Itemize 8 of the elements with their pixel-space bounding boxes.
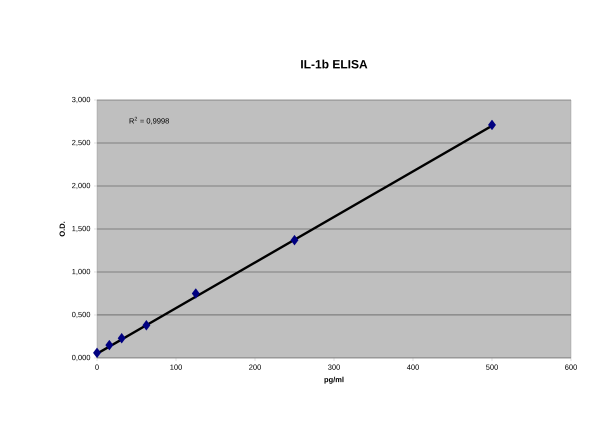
point <box>290 234 298 246</box>
point <box>192 288 200 299</box>
chart-title: IL-1b ELISA <box>301 60 368 68</box>
point <box>142 320 150 331</box>
point <box>118 333 126 344</box>
point <box>105 340 114 350</box>
point <box>488 120 496 130</box>
point <box>93 348 101 358</box>
